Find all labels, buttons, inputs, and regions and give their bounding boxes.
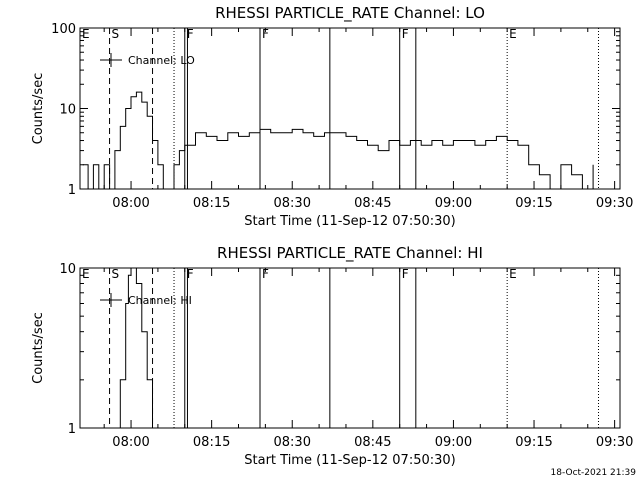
y-axis-label: Counts/sec xyxy=(31,312,46,384)
event-flag-label: S xyxy=(112,27,120,41)
x-axis-label: Start Time (11-Sep-12 07:50:30) xyxy=(244,453,455,468)
x-tick-label: 09:30 xyxy=(596,435,633,450)
event-flag-label: F xyxy=(262,267,269,281)
event-flag-label: S xyxy=(112,267,120,281)
series-line xyxy=(82,91,594,190)
x-tick-label: 08:30 xyxy=(274,435,311,450)
x-tick-label: 08:15 xyxy=(193,435,230,450)
x-axis-label: Start Time (11-Sep-12 07:50:30) xyxy=(244,214,455,229)
generated-timestamp: 18-Oct-2021 21:39 xyxy=(551,468,637,478)
x-tick-label: 09:00 xyxy=(435,196,472,211)
event-flag-label: F xyxy=(262,27,269,41)
series-line xyxy=(114,267,153,429)
event-flag-label: E xyxy=(509,27,517,41)
event-flag-label: E xyxy=(509,267,517,281)
chart-panel-lo: RHESSI PARTICLE_RATE Channel: LO 1 10 100 08… xyxy=(31,4,633,229)
event-flag-label: F xyxy=(187,27,194,41)
event-flag-label: F xyxy=(402,267,409,281)
x-tick-label: 08:15 xyxy=(193,196,230,211)
legend-label: Channel: HI xyxy=(128,294,192,307)
y-axis-label: Counts/sec xyxy=(31,73,46,145)
plot-frame xyxy=(79,267,621,429)
x-tick-label: 08:45 xyxy=(354,435,391,450)
x-tick-label: 08:00 xyxy=(112,196,149,211)
event-flag-label: E xyxy=(82,27,90,41)
event-flag-label: E xyxy=(82,267,90,281)
chart-title: RHESSI PARTICLE_RATE Channel: HI xyxy=(217,244,483,263)
event-flag-label: F xyxy=(402,27,409,41)
y-tick-label: 10 xyxy=(59,103,76,118)
y-tick-label: 1 xyxy=(68,183,76,198)
x-tick-label: 09:15 xyxy=(515,196,552,211)
x-tick-label: 08:30 xyxy=(274,196,311,211)
y-tick-label: 1 xyxy=(68,422,76,437)
chart-title: RHESSI PARTICLE_RATE Channel: LO xyxy=(215,4,485,23)
x-tick-label: 09:30 xyxy=(596,196,633,211)
y-tick-label: 10 xyxy=(59,262,76,277)
legend-label: Channel: LO xyxy=(128,54,195,67)
x-tick-label: 09:00 xyxy=(435,435,472,450)
chart-panel-hi: RHESSI PARTICLE_RATE Channel: HI 1 10 08:00… xyxy=(31,244,633,468)
x-tick-label: 08:00 xyxy=(112,435,149,450)
x-tick-label: 08:45 xyxy=(354,196,391,211)
y-tick-label: 100 xyxy=(51,22,76,37)
x-tick-label: 09:15 xyxy=(515,435,552,450)
event-flag-label: F xyxy=(187,267,194,281)
